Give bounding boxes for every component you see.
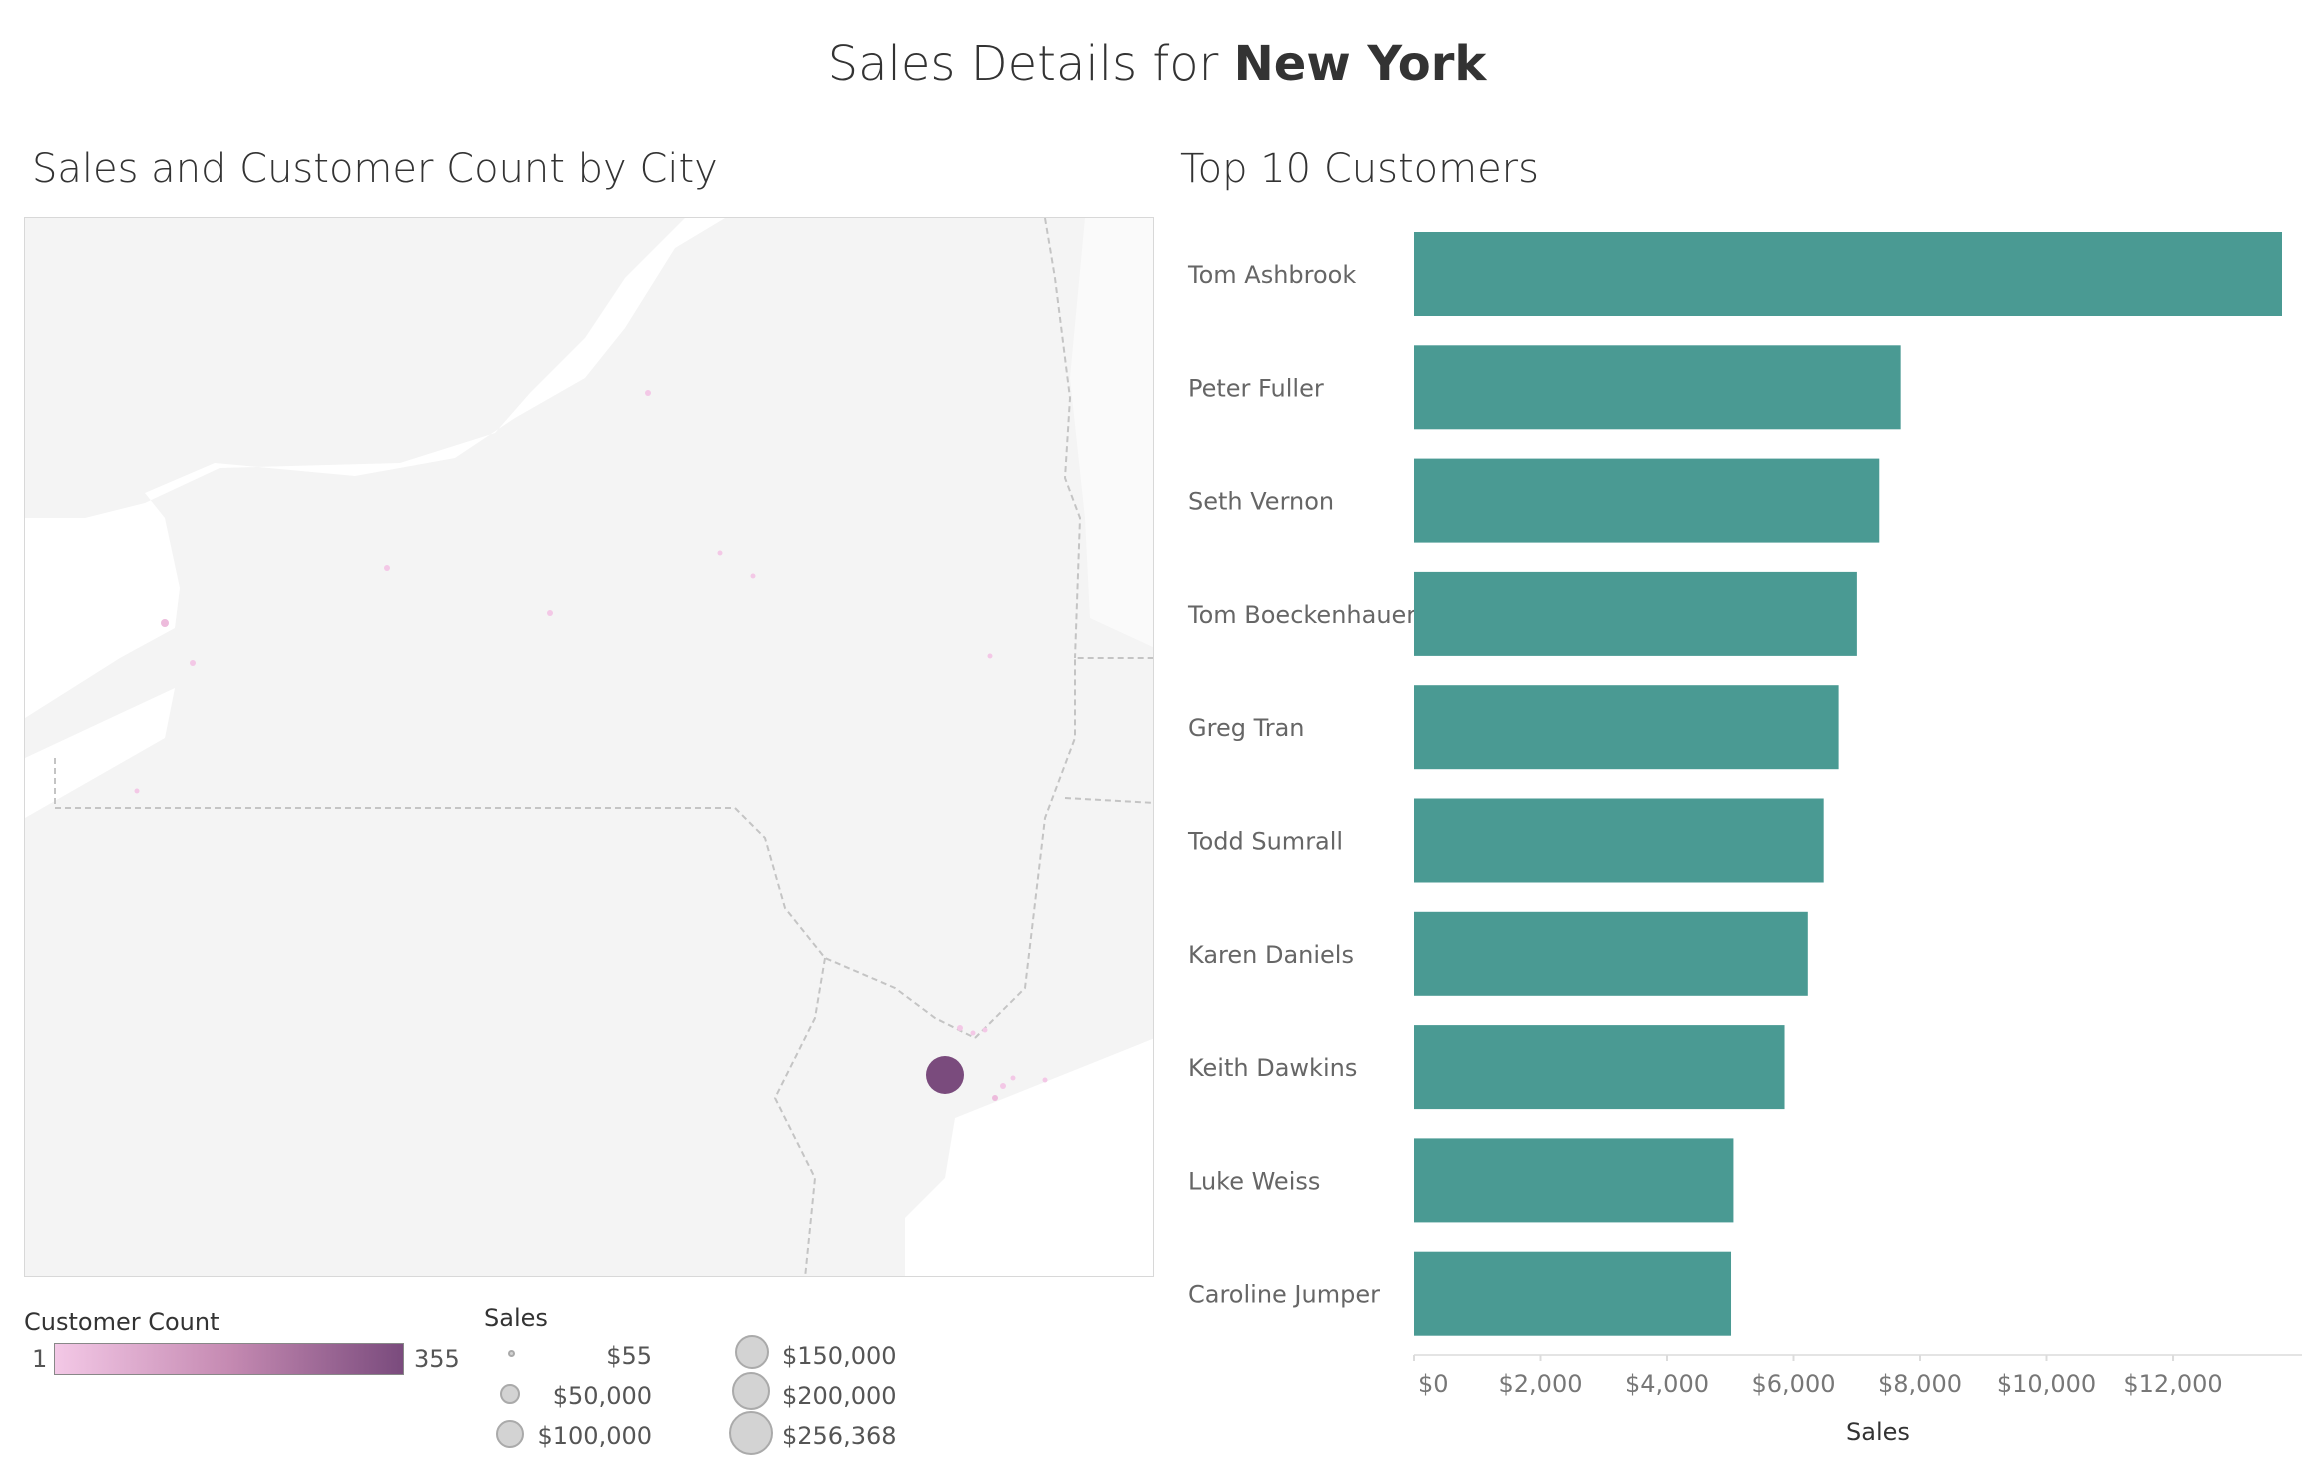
state-border-nj (773, 957, 826, 1276)
lake-erie-water (25, 688, 175, 818)
x-tick-label: $10,000 (1997, 1370, 2096, 1398)
title-state: New York (1233, 36, 1487, 92)
category-label: Todd Sumrall (1187, 828, 1343, 856)
size-legend-mark (496, 1420, 524, 1448)
bar[interactable] (1414, 798, 1824, 883)
bar[interactable] (1414, 911, 1808, 996)
category-label: Keith Dawkins (1188, 1054, 1357, 1082)
size-legend-label: $50,000 (552, 1382, 652, 1410)
city-point[interactable] (547, 610, 553, 616)
category-label: Caroline Jumper (1188, 1281, 1380, 1309)
customer-count-legend-title: Customer Count (24, 1308, 220, 1336)
city-point[interactable] (134, 788, 140, 794)
state-border-ct (1064, 797, 1153, 804)
category-label: Tom Boeckenhauer (1187, 601, 1416, 629)
city-point[interactable] (957, 1025, 963, 1031)
state-border-south (54, 758, 976, 1039)
city-point[interactable] (970, 1030, 976, 1036)
category-label: Greg Tran (1188, 714, 1304, 742)
ocean-water (905, 1038, 1153, 1276)
bar[interactable] (1414, 571, 1857, 656)
lake-water (25, 218, 725, 718)
size-legend-label: $100,000 (537, 1422, 652, 1450)
customer-count-max: 355 (414, 1345, 460, 1373)
map-title: Sales and Customer Count by City (32, 146, 718, 192)
land-area (25, 218, 1153, 1276)
city-point[interactable] (987, 653, 993, 659)
x-tick-label: $6,000 (1752, 1370, 1836, 1398)
bar-chart-title: Top 10 Customers (1180, 146, 1539, 192)
city-point[interactable] (190, 660, 196, 666)
category-label: Tom Ashbrook (1187, 261, 1356, 289)
size-legend-mark (500, 1384, 520, 1404)
city-point[interactable] (992, 1095, 998, 1101)
size-legend-mark (729, 1411, 773, 1455)
map-canvas[interactable] (25, 218, 1154, 1277)
city-point[interactable] (1000, 1083, 1006, 1089)
sales-legend-title: Sales (484, 1304, 548, 1332)
x-axis-title: Sales (1846, 1418, 1910, 1446)
bar[interactable] (1414, 345, 1901, 430)
city-point[interactable] (717, 550, 723, 556)
customer-count-color-ramp (54, 1343, 404, 1375)
category-label: Seth Vernon (1188, 488, 1334, 516)
state-border-east (974, 657, 1153, 1039)
size-legend-label: $150,000 (782, 1342, 897, 1370)
city-point[interactable] (384, 565, 390, 571)
neighbor-land (1070, 218, 1153, 648)
bar[interactable] (1414, 232, 2282, 316)
city-map[interactable] (24, 217, 1154, 1277)
title-prefix: Sales Details for (827, 36, 1234, 92)
size-legend-mark (508, 1350, 515, 1357)
top-customers-bar-chart: Tom Ashbrook Peter Fuller Seth Vernon Tom B… (1187, 232, 2302, 1446)
x-tick-label: $2,000 (1499, 1370, 1583, 1398)
size-legend-label: $200,000 (782, 1382, 897, 1410)
bar[interactable] (1414, 1138, 1734, 1223)
bar[interactable] (1414, 1025, 1785, 1110)
bar[interactable] (1414, 685, 1839, 770)
city-point[interactable] (645, 390, 651, 396)
city-point-new-york-city[interactable] (926, 1056, 964, 1094)
size-legend-mark (735, 1335, 769, 1369)
x-tick-label: $12,000 (2123, 1370, 2222, 1398)
size-legend-label: $256,368 (782, 1422, 897, 1450)
x-tick-label: $0 (1418, 1370, 1449, 1398)
size-legend-label: $55 (606, 1342, 652, 1370)
customer-count-min: 1 (32, 1345, 48, 1373)
city-point[interactable] (1010, 1075, 1016, 1081)
state-border-vermont (1044, 218, 1082, 659)
city-point[interactable] (982, 1027, 988, 1033)
dashboard-title: Sales Details for New York (0, 36, 2314, 92)
size-legend-mark (732, 1372, 770, 1410)
category-label: Luke Weiss (1188, 1167, 1320, 1195)
city-point[interactable] (750, 573, 756, 579)
x-tick-label: $4,000 (1625, 1370, 1709, 1398)
bar[interactable] (1414, 458, 1880, 543)
x-tick-label: $8,000 (1878, 1370, 1962, 1398)
city-point[interactable] (1042, 1077, 1048, 1083)
category-label: Karen Daniels (1188, 941, 1354, 969)
bar[interactable] (1414, 1251, 1732, 1336)
category-label: Peter Fuller (1188, 374, 1324, 402)
city-point[interactable] (161, 619, 169, 627)
